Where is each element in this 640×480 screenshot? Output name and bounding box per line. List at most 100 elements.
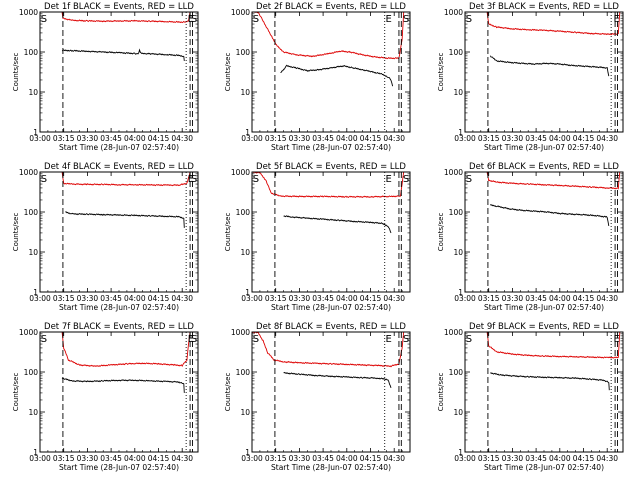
x-tick-label: 03:00: [241, 454, 263, 463]
y-tick-label: 1000: [19, 328, 38, 337]
panel-title: Det 9f BLACK = Events, RED = LLD: [469, 322, 619, 332]
x-tick-label: 03:30: [502, 454, 524, 463]
y-tick-label: 1: [458, 448, 463, 457]
y-tick-label: 1000: [19, 168, 38, 177]
y-axis-label: Counts/sec: [12, 373, 20, 412]
y-tick-label: 1000: [444, 8, 463, 17]
x-tick-label: 04:00: [336, 134, 358, 143]
plot-frame: [251, 11, 411, 133]
y-tick-label: 1: [458, 288, 463, 297]
x-tick-label: 04:00: [336, 454, 358, 463]
x-tick-label: 04:00: [549, 134, 571, 143]
x-tick-label: 04:15: [360, 294, 382, 303]
series-events-line: [489, 204, 610, 226]
y-tick-label: 1: [245, 128, 250, 137]
y-tick-label: 10: [28, 408, 38, 417]
marker-s-right: S: [191, 334, 197, 345]
x-tick-label: 03:00: [454, 134, 476, 143]
y-axis-label: Counts/sec: [224, 213, 232, 252]
x-tick-label: 03:00: [454, 454, 476, 463]
y-tick-label: 1000: [231, 168, 250, 177]
panel-title: Det 1f BLACK = Events, RED = LLD: [44, 2, 194, 12]
y-tick-label: 1000: [231, 8, 250, 17]
y-tick-label: 10: [28, 88, 38, 97]
x-tick-label: 04:15: [148, 134, 170, 143]
y-tick-label: 1: [245, 448, 250, 457]
x-axis-label: Start Time (28-Jun-07 02:57:40): [484, 463, 604, 472]
x-tick-label: 04:00: [549, 454, 571, 463]
x-tick-label: 03:15: [265, 454, 287, 463]
y-tick-label: 1: [33, 288, 38, 297]
plot-frame: [251, 171, 411, 293]
x-axis-label: Start Time (28-Jun-07 02:57:40): [271, 143, 391, 152]
y-tick-label: 100: [236, 368, 251, 377]
x-tick-label: 03:00: [29, 134, 51, 143]
plot-frame: [251, 331, 411, 453]
x-tick-label: 03:15: [478, 454, 500, 463]
series-lld-line: [252, 172, 405, 198]
x-tick-label: 04:30: [596, 294, 618, 303]
panel-title: Det 3f BLACK = Events, RED = LLD: [469, 2, 619, 12]
x-tick-label: 03:15: [265, 134, 287, 143]
x-tick-label: 03:00: [29, 294, 51, 303]
y-tick-label: 100: [449, 208, 464, 217]
y-tick-label: 10: [453, 88, 463, 97]
x-tick-label: 04:00: [124, 134, 146, 143]
y-axis-label: Counts/sec: [437, 213, 445, 252]
x-tick-label: 03:45: [312, 134, 334, 143]
x-tick-label: 03:30: [289, 134, 311, 143]
plot-frame: [39, 171, 199, 293]
x-tick-label: 04:15: [573, 454, 595, 463]
plot-frame: [39, 11, 199, 133]
x-tick-label: 04:30: [596, 454, 618, 463]
series-events-line: [489, 55, 610, 77]
x-tick-label: 03:45: [100, 454, 122, 463]
series-lld-line: [486, 12, 621, 36]
x-tick-label: 03:15: [478, 134, 500, 143]
x-tick-label: 03:30: [289, 454, 311, 463]
y-tick-label: 100: [236, 48, 251, 57]
marker-e: E: [386, 174, 392, 185]
marker-s: S: [41, 174, 47, 185]
x-axis-label: Start Time (28-Jun-07 02:57:40): [59, 303, 179, 312]
x-tick-label: 03:15: [265, 294, 287, 303]
y-axis-label: Counts/sec: [224, 53, 232, 92]
y-tick-label: 100: [24, 48, 39, 57]
x-tick-label: 04:30: [171, 454, 193, 463]
x-tick-label: 04:30: [383, 454, 405, 463]
x-tick-label: 03:45: [525, 454, 547, 463]
x-tick-label: 03:30: [289, 294, 311, 303]
x-tick-label: 03:45: [312, 294, 334, 303]
x-axis-label: Start Time (28-Jun-07 02:57:40): [59, 463, 179, 472]
y-tick-label: 1: [458, 128, 463, 137]
x-axis-label: Start Time (28-Jun-07 02:57:40): [484, 143, 604, 152]
y-axis-label: Counts/sec: [437, 373, 445, 412]
x-tick-label: 03:45: [525, 294, 547, 303]
marker-e: E: [188, 174, 194, 185]
plot-frame: [464, 171, 624, 293]
panel-title: Det 5f BLACK = Events, RED = LLD: [256, 162, 406, 172]
x-tick-label: 04:00: [549, 294, 571, 303]
panel-title: Det 8f BLACK = Events, RED = LLD: [256, 322, 406, 332]
series-events-line: [283, 215, 392, 234]
x-tick-label: 04:15: [573, 134, 595, 143]
x-tick-label: 04:30: [171, 294, 193, 303]
marker-s: S: [41, 334, 47, 345]
y-tick-label: 1000: [444, 168, 463, 177]
x-tick-label: 03:00: [241, 134, 263, 143]
series-events-line: [61, 48, 185, 61]
marker-s-right: S: [403, 14, 409, 25]
x-tick-label: 03:30: [502, 134, 524, 143]
x-tick-label: 03:00: [29, 454, 51, 463]
y-tick-label: 100: [24, 368, 39, 377]
marker-e: E: [614, 174, 620, 185]
y-tick-label: 100: [449, 48, 464, 57]
x-tick-label: 03:30: [77, 134, 99, 143]
x-tick-label: 04:15: [573, 294, 595, 303]
